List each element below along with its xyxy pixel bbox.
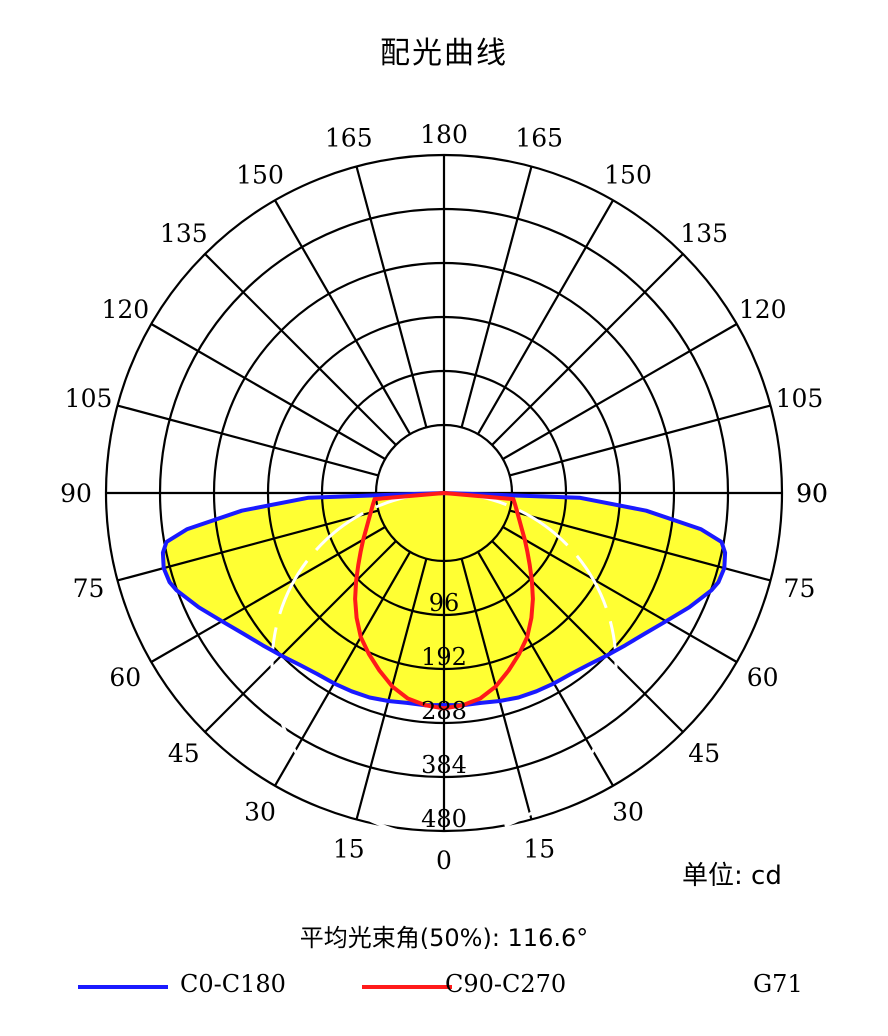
- legend-c0-label: C0-C180: [180, 970, 286, 998]
- beam-angle-circle: [270, 491, 618, 839]
- angle-label-left: 0: [436, 846, 452, 875]
- grid-spoke: [204, 540, 397, 733]
- radial-tick-label: 192: [421, 643, 467, 671]
- angle-label-right: 165: [515, 124, 563, 153]
- radial-tick-label: 96: [429, 589, 460, 617]
- grid-spoke: [509, 509, 771, 582]
- grid-spoke: [117, 404, 379, 477]
- unit-label: 单位: cd: [682, 861, 782, 891]
- angle-label-left: 165: [325, 124, 373, 153]
- angle-label-right: 45: [688, 739, 720, 768]
- angle-label-right: 30: [612, 798, 644, 827]
- grid-spoke: [502, 526, 738, 663]
- legend-c0-line: [78, 985, 168, 989]
- angle-label-right: 105: [776, 384, 824, 413]
- grid-spoke: [150, 526, 386, 663]
- angle-label-right: 15: [523, 834, 555, 863]
- series-c0-c180-curve: [160, 491, 728, 708]
- angle-label-left: 180: [420, 120, 468, 149]
- grid-spoke: [204, 253, 397, 446]
- series-c90-c270-curve: [353, 491, 535, 711]
- label-layer: 96 192 288 384 480 0 15 30 45 60 75 90 105 120 135 150 1…: [60, 120, 828, 875]
- grid-spoke: [274, 551, 411, 787]
- grid-layer: [104, 153, 784, 839]
- legend-c90-label: C90-C270: [445, 970, 567, 998]
- grid-spoke: [477, 199, 614, 435]
- angle-label-right: 150: [604, 160, 652, 189]
- radial-tick-label: 288: [421, 697, 467, 725]
- grid-spoke: [355, 166, 428, 428]
- angle-label-right: 60: [747, 663, 779, 692]
- curve-layer: [160, 491, 728, 711]
- grid-spoke: [509, 404, 771, 477]
- grid-spoke: [150, 323, 386, 460]
- angle-label-right: 90: [796, 479, 828, 508]
- angle-label-left: 90: [60, 479, 92, 508]
- legend-c90-line: [362, 985, 452, 989]
- grid-spoke: [460, 558, 533, 820]
- grid-spoke: [274, 199, 411, 435]
- angle-label-left: 150: [236, 160, 284, 189]
- angle-label-left: 135: [160, 219, 208, 248]
- grid-spoke: [117, 509, 379, 582]
- grid-spoke: [460, 166, 533, 428]
- grid-spoke: [502, 323, 738, 460]
- angle-label-left: 15: [333, 834, 365, 863]
- grid-spoke: [355, 558, 428, 820]
- angle-label-left: 120: [101, 295, 149, 324]
- radial-tick-label: 480: [421, 805, 467, 833]
- angle-label-left: 30: [244, 798, 276, 827]
- angle-label-left: 75: [73, 574, 105, 603]
- beam-angle-label: 平均光束角(50%): 116.6°: [299, 924, 589, 952]
- angle-label-left: 105: [65, 384, 113, 413]
- angle-label-right: 135: [680, 219, 728, 248]
- grid-spoke: [491, 540, 684, 733]
- angle-label-right: 75: [784, 574, 816, 603]
- angle-label-left: 60: [109, 663, 141, 692]
- angle-label-left: 45: [168, 739, 200, 768]
- radial-tick-label: 384: [421, 751, 467, 779]
- chart-title: 配光曲线: [380, 36, 508, 71]
- grid-spoke: [491, 253, 684, 446]
- grid-spoke: [477, 551, 614, 787]
- angle-label-right: 120: [739, 295, 787, 324]
- model-label: G71: [753, 970, 803, 998]
- angle-label-right: 90: [796, 479, 828, 508]
